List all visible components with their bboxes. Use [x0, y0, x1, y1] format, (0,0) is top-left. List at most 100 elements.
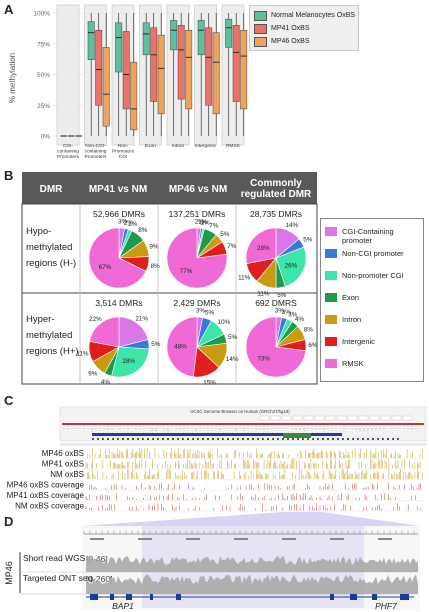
legend-label: Intergenic	[342, 337, 375, 346]
legend-swatch	[325, 271, 337, 280]
track-range: [0-260]	[86, 574, 112, 584]
box-mp46-oxbs	[212, 32, 220, 115]
legend-item: Intron	[325, 315, 361, 324]
gene-exon	[372, 594, 377, 600]
box-normal-melanocytes-oxbs	[115, 22, 123, 73]
pie-slice	[118, 316, 149, 348]
legend-swatch	[325, 249, 337, 258]
pie-label: 5%	[303, 237, 313, 244]
group-label: Non-CGI-containing Promoters	[84, 143, 107, 160]
dmr-count: 2,429 DMRs	[173, 298, 220, 308]
row-label-hyper: Hyper-methylated regions (H+)	[26, 314, 79, 357]
panel-b-table: DMR MP41 vs NM MP46 vs NM Commonly regula…	[21, 172, 318, 386]
gene-label-bap1: BAP1	[112, 601, 134, 611]
box-mp41-oxbs	[95, 29, 103, 106]
pie-label: 28%	[257, 245, 270, 252]
box-mp46-oxbs	[157, 34, 165, 115]
pie-label: 5%	[151, 341, 161, 348]
pie-slice	[88, 227, 147, 289]
legend-swatch	[325, 227, 337, 236]
pie-label: 6%	[308, 342, 318, 349]
box-mp41-oxbs	[177, 25, 185, 100]
coverage-area	[86, 574, 418, 594]
dmr-count: 3,514 DMRs	[95, 298, 142, 308]
pie-label: 22%	[89, 316, 102, 323]
pie-slice	[166, 316, 198, 378]
y-tick-label: 75%	[37, 41, 50, 48]
track-label: MP46 oxBS coverage	[7, 481, 85, 490]
legend-label: RMSK	[342, 359, 364, 368]
legend-item: MP41 OxBS	[254, 23, 310, 34]
pie-label: 5%	[277, 292, 287, 299]
box-mp46-oxbs	[240, 29, 248, 110]
pie-label: 7%	[227, 243, 237, 250]
pie-label: 3%	[196, 308, 206, 315]
pie-label: 14%	[285, 222, 298, 229]
pie-label: 2%	[124, 220, 134, 227]
browser-title: UCSC Genome Browser on Human (GRCh37/hg1…	[190, 409, 290, 414]
legend-label: MP46 OxBS	[271, 38, 310, 45]
gene-exon	[90, 594, 98, 600]
pie-slice	[166, 227, 228, 289]
legend-item: CGI-Containing promoter	[325, 227, 394, 245]
pie-label: 3%	[288, 312, 298, 319]
group-panel	[56, 4, 80, 146]
panel-b-legend: CGI-Containing promoter Non-CGI promoter N…	[320, 218, 424, 382]
header-mp46: MP46 vs NM	[169, 184, 227, 195]
legend-swatch	[325, 293, 337, 302]
box-mp41-oxbs	[232, 25, 240, 102]
legend-swatch	[254, 10, 267, 21]
pie-label: 3%	[275, 308, 285, 315]
box-normal-melanocytes-oxbs	[170, 20, 178, 51]
pie-label: 5%	[220, 231, 230, 238]
pie-label: 26%	[285, 263, 298, 270]
panel-a-boxplot: % methylation 100% 75% 50% 25% 0% CGI-contai…	[8, 4, 248, 160]
box-normal-melanocytes-oxbs	[197, 20, 205, 56]
legend-label: Non-CGI promoter	[342, 249, 404, 258]
legend-swatch	[325, 315, 337, 324]
pie-label: 8%	[304, 327, 314, 334]
pie-label: 1%	[201, 219, 211, 226]
panel-label-b: B	[4, 168, 14, 183]
legend-item: Non-promoter CGI	[325, 271, 404, 280]
gene-label-phf7: PHF7	[375, 601, 397, 611]
legend-label: Exon	[342, 293, 360, 302]
pie-label: 11%	[257, 290, 270, 297]
pie-label: 9%	[88, 371, 98, 378]
panel-a-legend: Normal Melanocytes OxBS MP41 OxBS MP46 OxB…	[249, 5, 359, 51]
track-label: Short read WGS	[23, 553, 86, 563]
legend-item: Exon	[325, 293, 359, 302]
gene-exon	[176, 594, 181, 600]
row-label-hypo: Hypo-methylated regions (H-)	[26, 226, 76, 269]
track-label: MP41 oxBS	[42, 460, 84, 469]
pie-label: 21%	[135, 315, 148, 322]
y-tick-label: 100%	[33, 11, 50, 18]
pie-label: 3%	[118, 219, 128, 226]
legend-label: Intron	[342, 315, 362, 324]
box-normal-melanocytes-oxbs	[87, 21, 95, 60]
legend-swatch	[325, 337, 337, 346]
legend-item: Intergenic	[325, 337, 375, 346]
dmr-count: 137,251 DMRs	[169, 209, 226, 219]
legend-swatch	[254, 36, 267, 47]
y-tick-label: 50%	[37, 72, 50, 79]
pie-label: 2%	[195, 219, 205, 226]
track-label: NM oxBS coverage	[15, 502, 84, 511]
pie-label: 4%	[101, 379, 111, 386]
box-mp46-oxbs	[130, 61, 138, 131]
track-label: Targeted ONT seq.	[23, 573, 95, 583]
header-dmr: DMR	[40, 184, 64, 195]
box-mp41-oxbs	[205, 27, 213, 106]
pie-label: 8%	[138, 227, 148, 234]
pie-label: 77%	[180, 268, 193, 275]
legend-label: MP41 OxBS	[271, 25, 310, 32]
legend-item: Normal Melanocytes OxBS	[254, 10, 355, 21]
group-label: Exon	[145, 143, 156, 149]
track-label: MP41 oxBS coverage	[7, 491, 85, 500]
pie-slice	[245, 227, 277, 264]
pie-label: 11%	[238, 274, 251, 281]
box-mp46-oxbs	[185, 29, 193, 110]
pie-label: 14%	[226, 356, 239, 363]
